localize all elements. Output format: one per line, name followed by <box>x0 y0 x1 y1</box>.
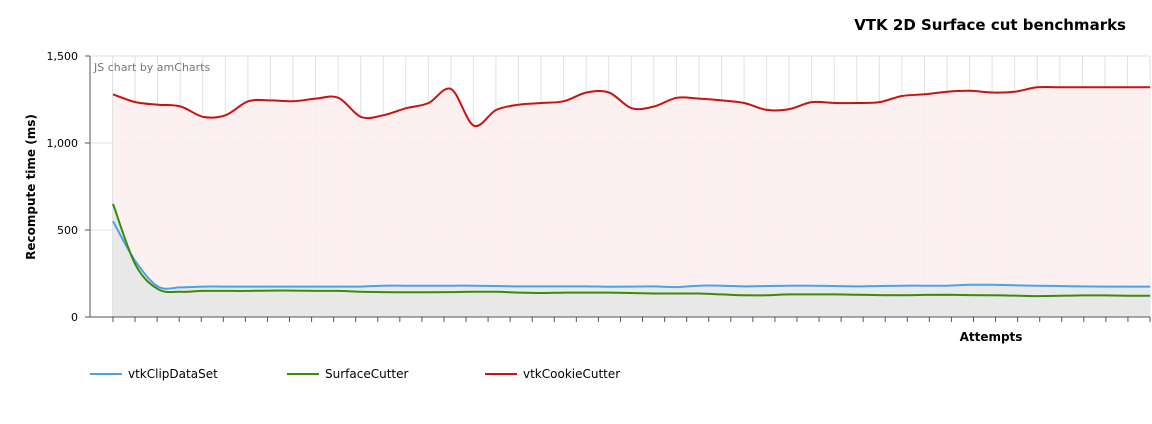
chart-legend: vtkClipDataSet SurfaceCutter vtkCookieCutt… <box>90 367 620 381</box>
series-line-vtkCookieCutter <box>112 85 1150 128</box>
y-tick-label: 500 <box>57 224 78 237</box>
y-tick-label: 0 <box>71 311 78 324</box>
legend-label-vtkClipDataSet: vtkClipDataSet <box>128 367 218 381</box>
y-axis-title: Recompute time (ms) <box>24 114 38 260</box>
legend-label-SurfaceCutter: SurfaceCutter <box>325 367 408 381</box>
plot-area: 0 500 1,000 1,500 <box>47 50 1151 324</box>
y-tick-label: 1,500 <box>47 50 79 63</box>
series-line-vtkClipDataSet <box>112 220 1150 290</box>
chart-credit: JS chart by amCharts <box>93 61 210 74</box>
y-tick-label: 1,000 <box>47 137 79 150</box>
series-line-SurfaceCutter <box>112 203 1150 298</box>
series-area-vtkCookieCutter <box>113 86 1150 317</box>
x-axis-title: Attempts <box>960 330 1023 344</box>
series-area-vtkClipDataSet <box>113 221 1150 317</box>
chart-title: VTK 2D Surface cut benchmarks <box>854 16 1126 34</box>
legend-label-vtkCookieCutter: vtkCookieCutter <box>523 367 620 381</box>
